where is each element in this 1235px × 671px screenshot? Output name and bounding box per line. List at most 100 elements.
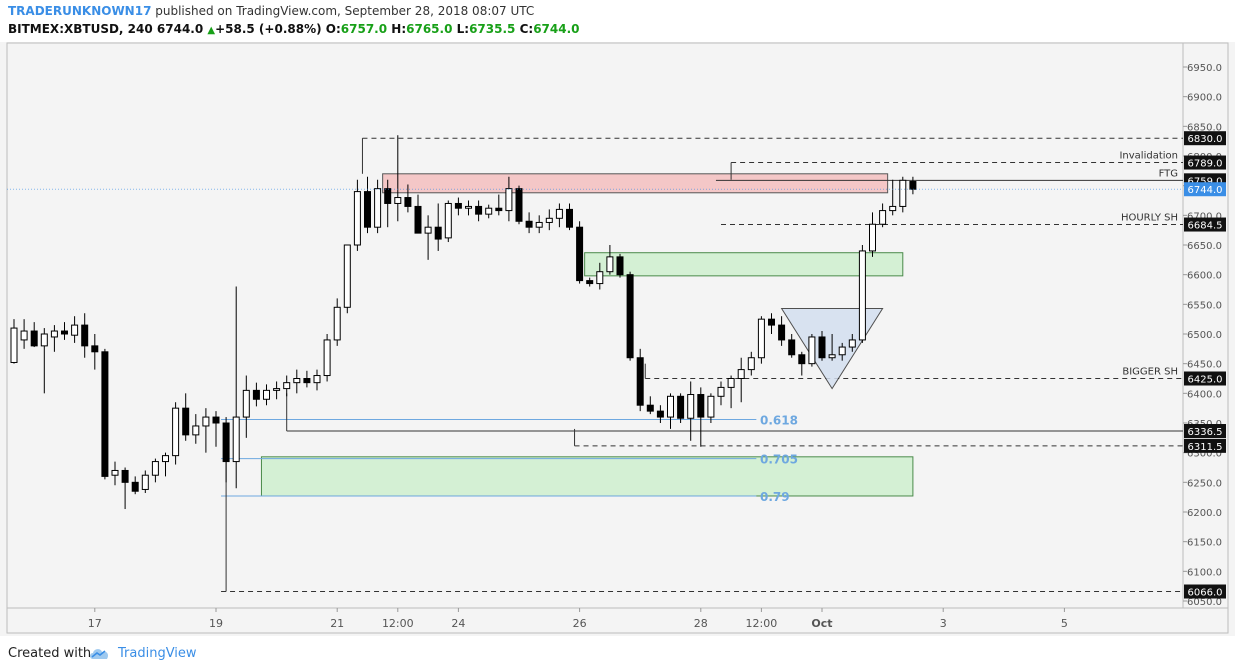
candle-down	[697, 394, 705, 418]
candle-down	[212, 416, 220, 424]
candle-down	[404, 197, 412, 207]
y-tick-label: 6400.0	[1187, 389, 1222, 400]
candle-up	[50, 330, 58, 338]
candle-up	[465, 205, 472, 209]
support-zone	[584, 252, 904, 277]
candle-down	[475, 205, 483, 215]
candle-up	[737, 369, 745, 380]
x-tick-label: 26	[573, 617, 587, 630]
candle-up	[869, 223, 876, 252]
candle-down	[101, 351, 109, 477]
x-tick-label: 21	[330, 617, 344, 630]
price-tag-label: 6759.0	[1188, 176, 1223, 187]
candle-down	[768, 318, 775, 326]
y-tick-label: 6650.0	[1187, 241, 1222, 252]
y-tick-label: 6950.0	[1187, 63, 1222, 74]
y-tick-label: 6600.0	[1187, 271, 1222, 282]
author-name[interactable]: TRADERUNKNOWN17	[8, 4, 152, 18]
price-chart[interactable]: 6050.06100.06150.06200.06250.06300.06350…	[0, 0, 1235, 636]
candle-up	[879, 210, 887, 225]
high-label: H:	[391, 22, 407, 36]
candle-down	[677, 395, 685, 419]
time-axis[interactable]	[6, 607, 1229, 634]
candle-up	[545, 217, 553, 223]
candle-up	[687, 394, 695, 419]
candle-up	[424, 226, 432, 234]
y-tick-label: 6700.0	[1187, 211, 1222, 222]
price-tag-label: 6311.5	[1188, 442, 1223, 453]
price-tag-label: 6684.5	[1188, 221, 1223, 232]
ohlc-line: BITMEX:XBTUSD, 240 6744.0 ▲+58.5 (+0.88%…	[8, 22, 580, 36]
candle-down	[61, 330, 68, 335]
close-label: C:	[519, 22, 534, 36]
candle-up	[141, 474, 149, 490]
x-tick-label: Oct	[811, 617, 832, 630]
y-tick-label: 6900.0	[1187, 93, 1222, 104]
candle-down	[454, 202, 462, 209]
price-tags-layer: 6830.0 6789.0 6759.0 6684.5 6425.0 6336.5 6311…	[7, 131, 1226, 599]
candle-up	[71, 324, 79, 336]
candle-down	[384, 188, 392, 204]
candle-down	[656, 410, 664, 418]
tradingview-link[interactable]: TradingView	[118, 646, 197, 661]
x-tick-label: 24	[451, 617, 465, 630]
candle-up	[283, 382, 291, 390]
candle-up	[444, 202, 452, 239]
y-tick-label: 6100.0	[1187, 567, 1222, 578]
candle-up	[707, 395, 715, 418]
last-price: 6744.0	[156, 22, 204, 36]
price-tag	[1184, 438, 1226, 453]
symbol-label[interactable]: BITMEX:XBTUSD, 240	[8, 22, 153, 36]
x-tick-label: 3	[940, 617, 947, 630]
level-label: HOURLY SH	[1121, 213, 1178, 224]
candle-up	[667, 395, 674, 418]
candle-up	[111, 469, 119, 476]
close-value: 6744.0	[533, 22, 580, 36]
candle-down	[586, 280, 594, 285]
created-with-text: Created with	[8, 646, 92, 661]
open-label: O:	[325, 22, 341, 36]
candle-up	[848, 339, 856, 348]
candle-up	[313, 375, 321, 384]
candle-down	[778, 324, 786, 341]
candle-down	[576, 226, 584, 282]
candle-up	[394, 197, 402, 204]
candle-up	[333, 306, 341, 341]
candle-up	[555, 208, 563, 219]
candle-down	[303, 378, 311, 384]
candle-up	[162, 455, 169, 463]
candle-down	[91, 345, 99, 353]
price-tag-label: 6425.0	[1188, 375, 1223, 386]
candle-down	[646, 404, 654, 412]
candle-up	[353, 191, 361, 246]
support-zone	[260, 456, 914, 497]
candle-up	[151, 461, 159, 476]
candle-up	[202, 416, 210, 427]
candle-down	[222, 422, 230, 463]
y-tick-label: 6200.0	[1187, 508, 1222, 519]
x-tick-label: 12:00	[746, 617, 778, 630]
candle-down	[566, 208, 573, 228]
candle-up	[242, 389, 250, 418]
levels-layer: Invalidation FTG HOURLY SH BIGGER SH	[221, 137, 1183, 593]
candle-up	[858, 250, 866, 341]
y-tick-label: 6500.0	[1187, 330, 1222, 341]
price-tag	[1184, 217, 1226, 232]
y-tick-label: 6050.0	[1187, 597, 1222, 608]
y-tick-label: 6250.0	[1187, 478, 1222, 489]
price-tag	[1184, 131, 1226, 146]
footer: Created with TradingView	[0, 636, 1235, 671]
candle-up	[374, 188, 382, 228]
x-tick-label: 17	[88, 617, 102, 630]
candle-up	[273, 388, 281, 391]
publish-line: TRADERUNKNOWN17 published on TradingView…	[8, 4, 534, 18]
x-tick-label: 19	[209, 617, 223, 630]
candles-layer	[10, 135, 917, 510]
tradingview-cloud-icon	[90, 649, 109, 659]
plot-area[interactable]	[6, 42, 1184, 609]
x-tick-label: 5	[1061, 617, 1068, 630]
price-tag	[1184, 371, 1226, 386]
y-tick-label: 6150.0	[1187, 538, 1222, 549]
candle-up	[828, 354, 836, 359]
fib-layer: 0.618 0.705 0.79	[221, 413, 798, 504]
